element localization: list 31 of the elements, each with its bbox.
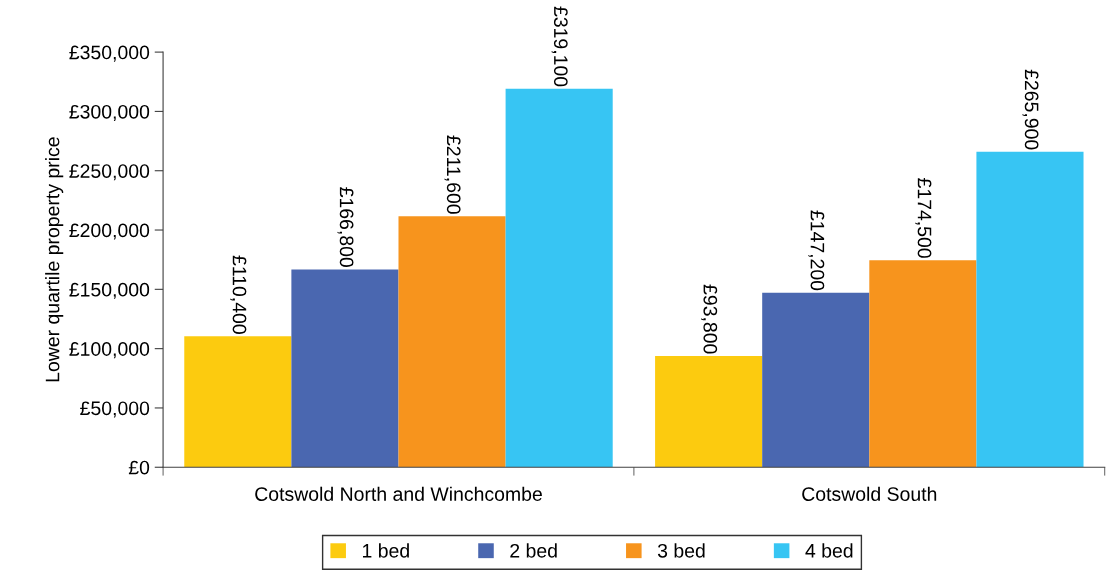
x-tick-label: Cotswold South bbox=[802, 486, 937, 501]
bar bbox=[505, 88, 613, 468]
data-label: £265,900 bbox=[1022, 69, 1039, 150]
bar bbox=[184, 336, 292, 468]
bar bbox=[762, 292, 870, 468]
data-label: £110,400 bbox=[230, 255, 247, 334]
legend-label: 3 bed bbox=[657, 543, 705, 558]
y-tick-label: £100,000 bbox=[69, 342, 150, 359]
bar bbox=[869, 260, 977, 468]
bar bbox=[655, 355, 763, 468]
data-label: £166,800 bbox=[337, 187, 354, 267]
bar bbox=[291, 269, 399, 468]
data-label: £93,800 bbox=[701, 284, 718, 354]
y-tick-label: £250,000 bbox=[69, 164, 150, 181]
legend-label: 1 bed bbox=[362, 543, 409, 558]
y-tick-label: £50,000 bbox=[80, 401, 150, 418]
y-tick-label: £300,000 bbox=[69, 104, 150, 121]
x-tick-label: Cotswold North and Winchcombe bbox=[255, 486, 542, 501]
data-label: £174,500 bbox=[915, 178, 932, 258]
data-label: £211,600 bbox=[444, 135, 461, 214]
legend-label: 4 bed bbox=[805, 543, 853, 558]
y-tick-label: £200,000 bbox=[69, 223, 150, 240]
y-axis-title: Lower quartile property price bbox=[45, 137, 64, 382]
y-tick-label: £0 bbox=[128, 460, 150, 475]
bar bbox=[976, 151, 1084, 468]
y-tick-label: £350,000 bbox=[69, 45, 150, 62]
y-tick-label: £150,000 bbox=[69, 282, 150, 299]
data-label: £147,200 bbox=[808, 210, 825, 291]
data-label: £319,100 bbox=[551, 6, 568, 87]
bar bbox=[398, 216, 506, 468]
legend-label: 2 bed bbox=[510, 543, 557, 558]
